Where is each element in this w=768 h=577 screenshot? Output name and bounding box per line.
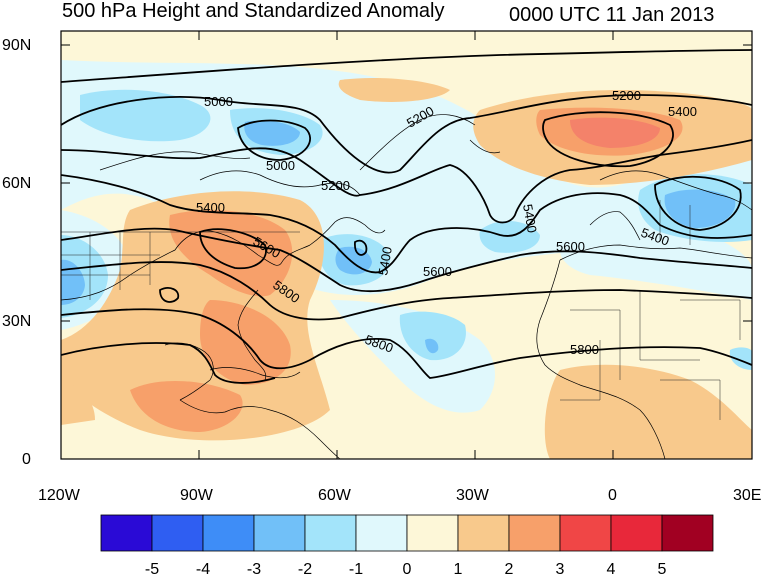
contour-label: 5000 bbox=[204, 94, 233, 109]
colorbar-swatch bbox=[661, 514, 714, 552]
latitude-label: 30N bbox=[2, 313, 31, 330]
latitude-axis: 90N 60N 30N 0 bbox=[2, 37, 752, 468]
colorbar-swatch bbox=[100, 514, 153, 552]
colorbar-labels: -5 -4 -3 -2 -1 0 1 2 3 4 5 bbox=[145, 561, 667, 577]
contour-label: 5400 bbox=[520, 203, 540, 234]
contour-label: 5400 bbox=[375, 245, 395, 276]
colorbar-swatch bbox=[610, 514, 663, 552]
colorbar-swatch bbox=[559, 514, 612, 552]
contour-label: 5800 bbox=[570, 342, 599, 357]
map-datetime: 0000 UTC 11 Jan 2013 bbox=[509, 4, 715, 26]
longitude-label: 30W bbox=[456, 487, 490, 504]
contour-labels: 5000 5000 5200 5200 5200 5400 5400 5400 … bbox=[196, 88, 697, 357]
contour-label: 5200 bbox=[612, 88, 641, 103]
longitude-axis: 120W 90W 60W 30W 0 30E bbox=[38, 31, 761, 504]
colorbar-tick-label: 1 bbox=[454, 561, 463, 577]
contour-label: 5400 bbox=[668, 104, 697, 119]
map-frame bbox=[60, 30, 753, 460]
colorbar-swatch bbox=[406, 514, 459, 552]
height-contours bbox=[61, 49, 752, 384]
colorbar bbox=[100, 514, 714, 552]
anomaly-shading-positive-3 bbox=[570, 117, 660, 148]
longitude-label: 30E bbox=[733, 487, 761, 504]
colorbar-tick-label: -3 bbox=[247, 561, 261, 577]
contour-label: 5400 bbox=[196, 200, 225, 215]
map-title: 500 hPa Height and Standardized Anomaly bbox=[62, 0, 445, 22]
colorbar-swatch bbox=[304, 514, 357, 552]
longitude-label: 90W bbox=[180, 487, 214, 504]
colorbar-tick-label: -1 bbox=[349, 561, 363, 577]
colorbar-tick-label: -5 bbox=[145, 561, 159, 577]
latitude-label: 90N bbox=[2, 37, 31, 54]
colorbar-swatch bbox=[253, 514, 306, 552]
longitude-label: 60W bbox=[318, 487, 352, 504]
colorbar-swatch bbox=[355, 514, 408, 552]
contour-label: 5000 bbox=[266, 158, 295, 173]
colorbar-tick-label: 2 bbox=[505, 561, 514, 577]
contour-label: 5200 bbox=[321, 178, 350, 193]
colorbar-tick-label: 3 bbox=[556, 561, 565, 577]
colorbar-swatch bbox=[457, 514, 510, 552]
colorbar-tick-label: 4 bbox=[607, 561, 616, 577]
latitude-label: 0 bbox=[22, 451, 31, 468]
latitude-label: 60N bbox=[2, 175, 31, 192]
colorbar-swatch bbox=[508, 514, 561, 552]
colorbar-swatch bbox=[202, 514, 255, 552]
longitude-label: 0 bbox=[608, 487, 617, 504]
colorbar-tick-label: 5 bbox=[658, 561, 667, 577]
colorbar-tick-label: -4 bbox=[196, 561, 210, 577]
anomaly-shading-negative-3 bbox=[61, 120, 736, 354]
longitude-label: 120W bbox=[38, 487, 81, 504]
colorbar-tick-label: 0 bbox=[403, 561, 412, 577]
contour-label: 5600 bbox=[556, 239, 585, 254]
contour-label: 5600 bbox=[423, 264, 452, 279]
colorbar-tick-label: -2 bbox=[298, 561, 312, 577]
colorbar-swatch bbox=[151, 514, 204, 552]
